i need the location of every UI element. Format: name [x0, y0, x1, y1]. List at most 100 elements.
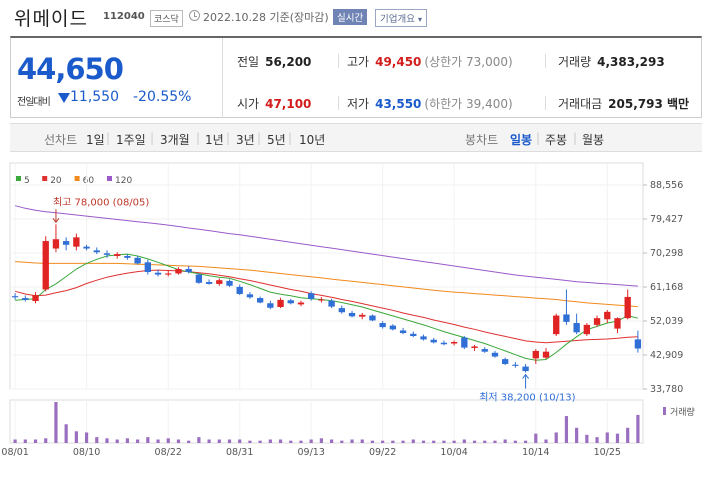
candle-body	[624, 296, 631, 319]
candle	[42, 236, 49, 292]
volume-bar	[64, 424, 68, 443]
period-1y[interactable]: 1년	[205, 133, 224, 147]
down-arrow-icon	[58, 93, 70, 103]
candle	[532, 349, 539, 364]
candle-weekly[interactable]: 주봉	[545, 133, 568, 147]
legend-label-ma5: 5	[24, 176, 30, 186]
volume-bar	[13, 439, 17, 443]
volume-bar	[227, 439, 232, 443]
legend-swatch	[74, 176, 80, 181]
stock-header: 위메이드 112040 코스닥 2022.10.28 기준(장마감) 실시간 기…	[0, 0, 710, 34]
period-1d[interactable]: 1일	[86, 133, 105, 147]
volume-bar	[238, 439, 242, 443]
volume-bar	[503, 439, 507, 443]
candle-body	[491, 352, 499, 357]
candle	[593, 315, 601, 327]
candle	[471, 344, 478, 351]
candle	[522, 363, 529, 373]
volume-bar	[564, 416, 569, 443]
low-marker-head	[522, 373, 529, 379]
period-separator: |	[226, 131, 231, 145]
period-3m[interactable]: 3개월	[160, 133, 190, 147]
period-separator: |	[288, 131, 293, 145]
realtime-button[interactable]: 실시간	[333, 9, 368, 25]
candles	[11, 224, 642, 373]
volume-legend-swatch	[663, 407, 666, 415]
candle	[308, 291, 315, 301]
price-summary: 44,650 전일대비 11,550 -20.55% 전일 56,200 시가 47…	[10, 36, 702, 118]
company-overview-button[interactable]: 기업개요 ▾	[375, 9, 428, 27]
candle-body	[471, 346, 478, 348]
volume-bar	[452, 440, 456, 443]
volume-bar	[575, 427, 579, 443]
stock-code: 112040	[103, 11, 145, 22]
candle-body	[165, 273, 172, 275]
volume-bar	[493, 440, 497, 443]
candle-body	[287, 300, 294, 304]
candle-body	[236, 286, 243, 294]
candle	[267, 300, 274, 310]
volume-bar	[319, 438, 323, 443]
candle-body	[338, 308, 345, 313]
candle	[420, 334, 427, 341]
stat-value: 205,793 백만	[608, 97, 690, 111]
volume-bar	[278, 439, 283, 443]
volume-label: 거래량	[670, 406, 695, 418]
candle-body	[114, 254, 121, 256]
candle-chart-label: 봉차트	[465, 133, 499, 147]
y-tick-label: 79,427	[650, 214, 683, 225]
stat-high: 고가 49,450 (상한가 73,000)	[347, 53, 513, 70]
volume-bar	[411, 439, 415, 443]
period-3y[interactable]: 3년	[236, 133, 255, 147]
stat-value: 43,550	[375, 97, 422, 111]
candle-body	[389, 325, 397, 330]
price-chart-svg: 5 20 60 120 88,556 79,427 70,298 61,168 52,039 42…	[1, 162, 695, 458]
x-tick-label: 08/10	[73, 447, 100, 458]
candle	[165, 270, 172, 277]
candle	[134, 255, 141, 265]
candle-body	[216, 280, 223, 284]
candle-body	[542, 351, 550, 358]
clock-icon	[189, 10, 200, 21]
candle	[144, 259, 151, 275]
candle	[440, 340, 448, 346]
candle	[502, 357, 509, 366]
volume-bar	[84, 432, 89, 443]
candle-body	[73, 237, 80, 247]
stat-value: 56,200	[265, 55, 312, 69]
x-tick-label: 10/04	[440, 447, 467, 458]
candle-body	[103, 253, 111, 255]
volume-bar	[95, 437, 99, 443]
candle	[124, 254, 131, 260]
candle	[195, 273, 203, 284]
candle	[634, 330, 642, 353]
volume-bar	[176, 439, 181, 443]
candle-daily[interactable]: 일봉	[510, 133, 533, 147]
volume-bar	[23, 439, 27, 443]
candle-body	[430, 339, 437, 343]
candle	[553, 313, 560, 337]
company-overview-label: 기업개요	[380, 14, 415, 25]
volume-bar	[74, 431, 78, 443]
volume-bar	[187, 440, 191, 443]
candle	[430, 337, 437, 344]
y-axis: 88,556 79,427 70,298 61,168 52,039 42,909 33,7…	[10, 180, 683, 395]
volume-bar	[513, 440, 517, 443]
period-5y[interactable]: 5년	[267, 133, 286, 147]
volume-bar	[258, 440, 262, 443]
period-separator: |	[257, 131, 262, 145]
change-value: 11,550	[70, 89, 119, 105]
period-1w[interactable]: 1주일	[116, 133, 146, 147]
period-separator: |	[573, 131, 578, 145]
period-10y[interactable]: 10년	[299, 133, 326, 147]
chart-legend: 5 20 60 120	[16, 176, 132, 186]
divider	[545, 96, 546, 110]
candle	[348, 310, 356, 318]
candle-body	[246, 294, 254, 298]
period-separator: |	[536, 131, 541, 145]
x-tick-label: 08/31	[226, 447, 253, 458]
ma60-line	[15, 261, 638, 308]
stat-label: 거래대금	[558, 97, 603, 111]
candle-monthly[interactable]: 월봉	[582, 133, 605, 147]
x-tick-label: 10/25	[594, 447, 621, 458]
